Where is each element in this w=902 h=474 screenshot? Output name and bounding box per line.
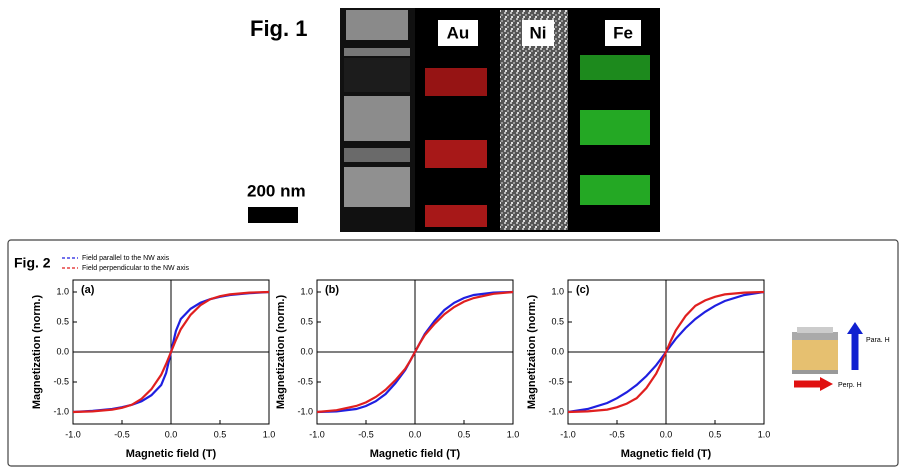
y-tick-label: 0.0 xyxy=(551,346,564,356)
x-tick-label: -0.5 xyxy=(609,429,625,439)
charts: -1.0 -0.5 0.0 0.5 1.0 -1.0 -0.5 0.0 0.5 1.0 Field … xyxy=(31,255,770,460)
au-map xyxy=(425,68,487,227)
y-tick-label: 1.0 xyxy=(300,286,313,296)
y-tick-label: 0.5 xyxy=(300,316,313,326)
x-tick-label: -1.0 xyxy=(560,429,576,439)
x-tick-label: 0.0 xyxy=(409,429,422,439)
map-label: Ni xyxy=(530,23,547,42)
y-tick-label: 0.0 xyxy=(300,346,313,356)
x-tick-label: -1.0 xyxy=(309,429,325,439)
y-tick-label: 0.0 xyxy=(56,346,69,356)
series-line xyxy=(316,290,514,414)
y-tick-label: 0.5 xyxy=(56,316,69,326)
inset-label: Perp. H xyxy=(838,382,862,389)
y-tick-label: -0.5 xyxy=(548,376,564,386)
x-tick-label: 1.0 xyxy=(263,429,276,439)
x-tick-label: -0.5 xyxy=(358,429,374,439)
inset: Para. H Perp. H xyxy=(792,322,890,391)
legend-label: Field perpendicular to the NW axis xyxy=(82,265,189,272)
x-axis-label: Magnetic field (T) xyxy=(370,448,461,460)
y-tick-label: -1.0 xyxy=(297,406,313,416)
sem-image xyxy=(340,8,415,232)
fig1-label: Fig. 1 xyxy=(250,16,307,41)
scale-bar-label: 200 nm xyxy=(247,181,306,200)
y-tick-label: -0.5 xyxy=(297,376,313,386)
y-tick-label: 0.5 xyxy=(551,316,564,326)
y-axis-label: Magnetization (norm.) xyxy=(31,295,43,410)
legend-label: Field parallel to the NW axis xyxy=(82,255,170,262)
x-tick-label: 1.0 xyxy=(507,429,520,439)
x-tick-label: 0.5 xyxy=(709,429,722,439)
y-tick-label: 1.0 xyxy=(56,286,69,296)
series-line xyxy=(72,290,270,414)
map-labels: Au Ni Fe xyxy=(438,20,641,46)
y-tick-label: 1.0 xyxy=(551,286,564,296)
x-tick-label: 0.5 xyxy=(458,429,471,439)
ni-map xyxy=(500,10,568,230)
map-label: Fe xyxy=(613,23,633,42)
y-tick-label: -1.0 xyxy=(53,406,69,416)
y-axis-label: Magnetization (norm.) xyxy=(275,295,287,410)
map-label: Au xyxy=(447,23,470,42)
x-tick-label: 1.0 xyxy=(758,429,771,439)
x-tick-label: 0.0 xyxy=(165,429,178,439)
x-tick-label: -1.0 xyxy=(65,429,81,439)
y-axis-label: Magnetization (norm.) xyxy=(526,295,538,410)
x-tick-label: -0.5 xyxy=(114,429,130,439)
x-axis-label: Magnetic field (T) xyxy=(621,448,712,460)
panel-label: (a) xyxy=(81,284,95,296)
fe-map xyxy=(580,55,650,205)
x-tick-label: 0.0 xyxy=(660,429,673,439)
x-axis-label: Magnetic field (T) xyxy=(126,448,217,460)
fig2-label: Fig. 2 xyxy=(14,255,51,271)
y-tick-label: -1.0 xyxy=(548,406,564,416)
scale-bar xyxy=(248,207,298,223)
fig2-frame xyxy=(7,239,899,467)
series-line xyxy=(567,290,765,414)
panel-label: (c) xyxy=(576,284,590,296)
y-tick-label: -0.5 xyxy=(53,376,69,386)
x-tick-label: 0.5 xyxy=(214,429,227,439)
inset-label: Para. H xyxy=(866,337,890,344)
panel-label: (b) xyxy=(325,284,339,296)
